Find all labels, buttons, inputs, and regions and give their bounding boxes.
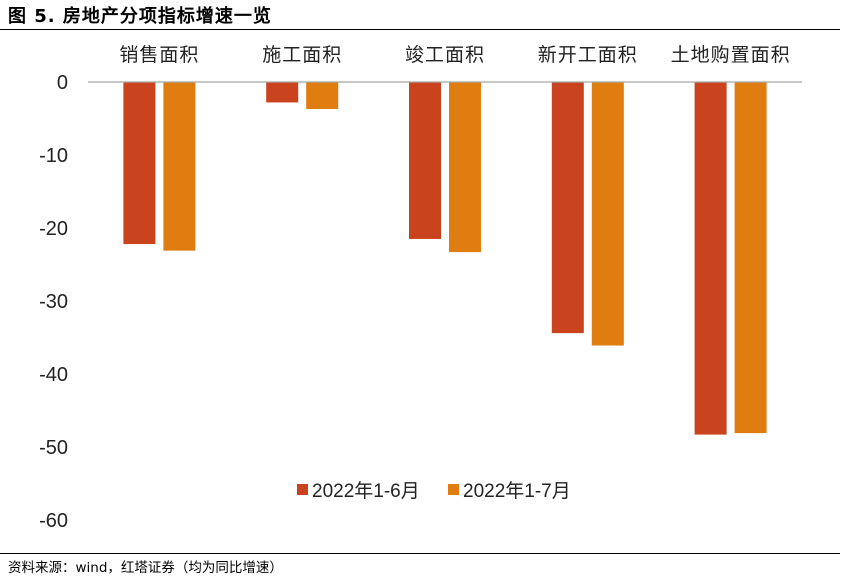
legend: 2022年1-6月 2022年1-7月 [297,480,571,502]
category-label: 土地购置面积 [671,44,791,66]
title-rule [0,29,840,30]
category-label: 施工面积 [262,44,342,66]
bar [694,82,727,435]
bar [591,82,624,346]
bar [163,82,196,251]
bar [123,82,156,245]
y-tick-label: -20 [39,218,68,240]
source-note: 资料来源：wind，红塔证券（均为同比增速） [8,560,283,576]
bars [123,82,767,435]
legend-label: 2022年1-7月 [463,480,571,502]
bar [306,82,339,110]
y-tick-label: -30 [39,291,68,313]
source-rule [0,553,840,554]
bar [449,82,481,253]
y-axis: 0 -10 -20 -30 -40 -50 -60 [39,72,68,532]
legend-swatch [297,484,308,495]
category-label: 竣工面积 [405,44,485,66]
legend-swatch [448,484,459,495]
category-label: 销售面积 [119,44,199,66]
category-labels: 销售面积 施工面积 竣工面积 新开工面积 土地购置面积 [119,44,791,66]
bar [409,82,441,239]
figure-title: 图 5. 房地产分项指标增速一览 [8,6,272,27]
y-tick-label: -40 [39,364,68,386]
bar [266,82,299,103]
bar [551,82,584,334]
y-tick-label: -10 [39,145,68,167]
y-tick-label: -60 [39,510,68,532]
bar [734,82,767,434]
category-label: 新开工面积 [538,44,638,66]
y-tick-label: 0 [57,72,68,94]
legend-label: 2022年1-6月 [312,480,420,502]
y-tick-label: -50 [39,437,68,459]
